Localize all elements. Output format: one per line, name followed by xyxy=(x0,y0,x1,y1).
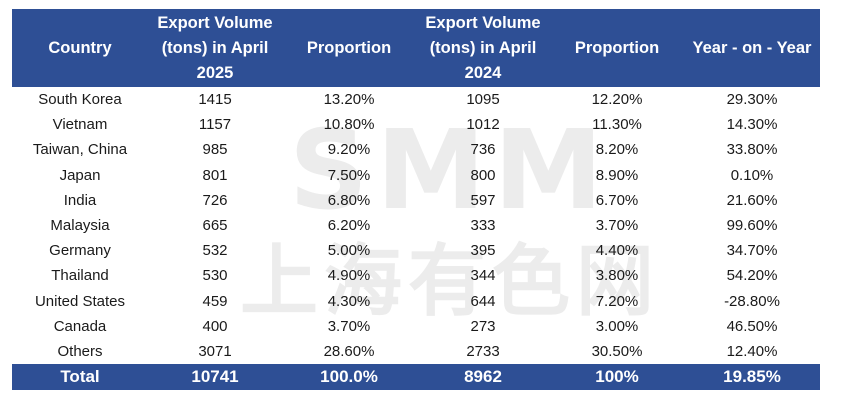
cell-year-on-year: -28.80% xyxy=(724,292,780,310)
cell-proportion-2025: 6.20% xyxy=(327,217,371,235)
cell-year-on-year: 54.20% xyxy=(726,267,778,285)
header-export-volume-2024: Export Volume (tons) in April 2024 xyxy=(416,9,550,87)
cell-proportion-2025: 13.20% xyxy=(323,91,375,109)
cell-year-on-year: 12.40% xyxy=(726,342,778,360)
table-row: Malaysia 665 6.20% 333 3.70% 99.60% xyxy=(12,213,820,238)
table-row: Germany 532 5.00% 395 4.40% 34.70% xyxy=(12,238,820,263)
header-export-volume-2025: Export Volume (tons) in April 2025 xyxy=(148,9,282,87)
cell-country: India xyxy=(63,191,97,209)
cell-volume-2025: 1415 xyxy=(198,91,232,109)
cell-proportion-2025: 4.30% xyxy=(327,292,371,310)
cell-volume-2025: 726 xyxy=(202,191,228,209)
table-row: Taiwan, China 985 9.20% 736 8.20% 33.80% xyxy=(12,137,820,162)
cell-proportion-2024: 4.40% xyxy=(595,242,639,260)
cell-year-on-year: 0.10% xyxy=(730,166,774,184)
cell-volume-2024: 597 xyxy=(470,191,496,209)
cell-volume-2024: 333 xyxy=(470,217,496,235)
cell-volume-2025: 532 xyxy=(202,242,228,260)
cell-year-on-year: 46.50% xyxy=(726,317,778,335)
table-row: Japan 801 7.50% 800 8.90% 0.10% xyxy=(12,163,820,188)
cell-volume-2024: 644 xyxy=(470,292,496,310)
cell-year-on-year: 33.80% xyxy=(726,141,778,159)
cell-country: Vietnam xyxy=(52,116,108,134)
cell-proportion-2024: 3.00% xyxy=(595,317,639,335)
table-row: Vietnam 1157 10.80% 1012 11.30% 14.30% xyxy=(12,112,820,137)
cell-proportion-2025: 28.60% xyxy=(323,342,375,360)
cell-proportion-2024: 3.80% xyxy=(595,267,639,285)
cell-year-on-year: 29.30% xyxy=(726,91,778,109)
table-row: Canada 400 3.70% 273 3.00% 46.50% xyxy=(12,314,820,339)
cell-volume-2025: 459 xyxy=(202,292,228,310)
cell-proportion-2025: 6.80% xyxy=(327,191,371,209)
cell-country: Thailand xyxy=(51,267,109,285)
cell-volume-2024: 1012 xyxy=(466,116,500,134)
cell-proportion-2024: 7.20% xyxy=(595,292,639,310)
cell-volume-2025: 665 xyxy=(202,217,228,235)
cell-country: Malaysia xyxy=(50,217,110,235)
cell-year-on-year: 34.70% xyxy=(726,242,778,260)
table-footer: Total 10741 100.0% 8962 100% 19.85% xyxy=(12,364,820,391)
cell-year-on-year: 99.60% xyxy=(726,217,778,235)
header-proportion-2024: Proportion xyxy=(550,9,684,87)
table-row: South Korea 1415 13.20% 1095 12.20% 29.30% xyxy=(12,87,820,112)
cell-volume-2025: 985 xyxy=(202,141,228,159)
cell-proportion-2024: 12.20% xyxy=(591,91,643,109)
table-row: Others 3071 28.60% 2733 30.50% 12.40% xyxy=(12,339,820,364)
cell-country: Others xyxy=(57,342,103,360)
cell-proportion-2025: 7.50% xyxy=(327,166,371,184)
cell-volume-2024: 344 xyxy=(470,267,496,285)
cell-volume-2024: 800 xyxy=(470,166,496,184)
export-volume-table: Country Export Volume (tons) in April 20… xyxy=(12,9,820,391)
cell-proportion-2025: 3.70% xyxy=(327,317,371,335)
cell-proportion-2024: 8.20% xyxy=(595,141,639,159)
cell-country: United States xyxy=(34,292,126,310)
cell-country: Taiwan, China xyxy=(32,141,128,159)
total-row: Total 10741 100.0% 8962 100% 19.85% xyxy=(12,364,820,391)
cell-volume-2024: 2733 xyxy=(466,342,500,360)
total-year-on-year: 19.85% xyxy=(684,364,820,391)
table-row: India 726 6.80% 597 6.70% 21.60% xyxy=(12,188,820,213)
cell-volume-2025: 530 xyxy=(202,267,228,285)
total-label: Total xyxy=(12,364,148,391)
total-volume-2025: 10741 xyxy=(148,364,282,391)
cell-volume-2024: 273 xyxy=(470,317,496,335)
cell-country: South Korea xyxy=(38,91,122,109)
cell-year-on-year: 21.60% xyxy=(726,191,778,209)
cell-volume-2024: 395 xyxy=(470,242,496,260)
header-year-on-year: Year - on - Year xyxy=(684,9,820,87)
table-header: Country Export Volume (tons) in April 20… xyxy=(12,9,820,87)
table-row: Thailand 530 4.90% 344 3.80% 54.20% xyxy=(12,263,820,288)
cell-volume-2025: 3071 xyxy=(198,342,232,360)
cell-country: Japan xyxy=(59,166,101,184)
cell-proportion-2024: 3.70% xyxy=(595,217,639,235)
cell-country: Germany xyxy=(49,242,111,260)
header-country: Country xyxy=(12,9,148,87)
table-body: South Korea 1415 13.20% 1095 12.20% 29.30% Vie… xyxy=(12,87,820,364)
total-volume-2024: 8962 xyxy=(416,364,550,391)
cell-proportion-2025: 4.90% xyxy=(327,267,371,285)
table-row: United States 459 4.30% 644 7.20% -28.80% xyxy=(12,289,820,314)
cell-proportion-2025: 10.80% xyxy=(323,116,375,134)
total-proportion-2025: 100.0% xyxy=(282,364,416,391)
header-proportion-2025: Proportion xyxy=(282,9,416,87)
total-proportion-2024: 100% xyxy=(550,364,684,391)
cell-proportion-2024: 11.30% xyxy=(592,116,642,134)
cell-volume-2024: 736 xyxy=(470,141,496,159)
cell-volume-2025: 801 xyxy=(202,166,228,184)
cell-proportion-2024: 8.90% xyxy=(595,166,639,184)
cell-proportion-2024: 6.70% xyxy=(595,191,639,209)
cell-proportion-2024: 30.50% xyxy=(591,342,643,360)
cell-volume-2024: 1095 xyxy=(466,91,500,109)
cell-volume-2025: 1157 xyxy=(198,116,232,134)
cell-volume-2025: 400 xyxy=(202,317,228,335)
cell-proportion-2025: 5.00% xyxy=(327,242,371,260)
cell-year-on-year: 14.30% xyxy=(726,116,778,134)
cell-proportion-2025: 9.20% xyxy=(327,141,371,159)
header-row: Country Export Volume (tons) in April 20… xyxy=(12,9,820,87)
cell-country: Canada xyxy=(53,317,107,335)
export-table-container: Country Export Volume (tons) in April 20… xyxy=(12,9,820,391)
